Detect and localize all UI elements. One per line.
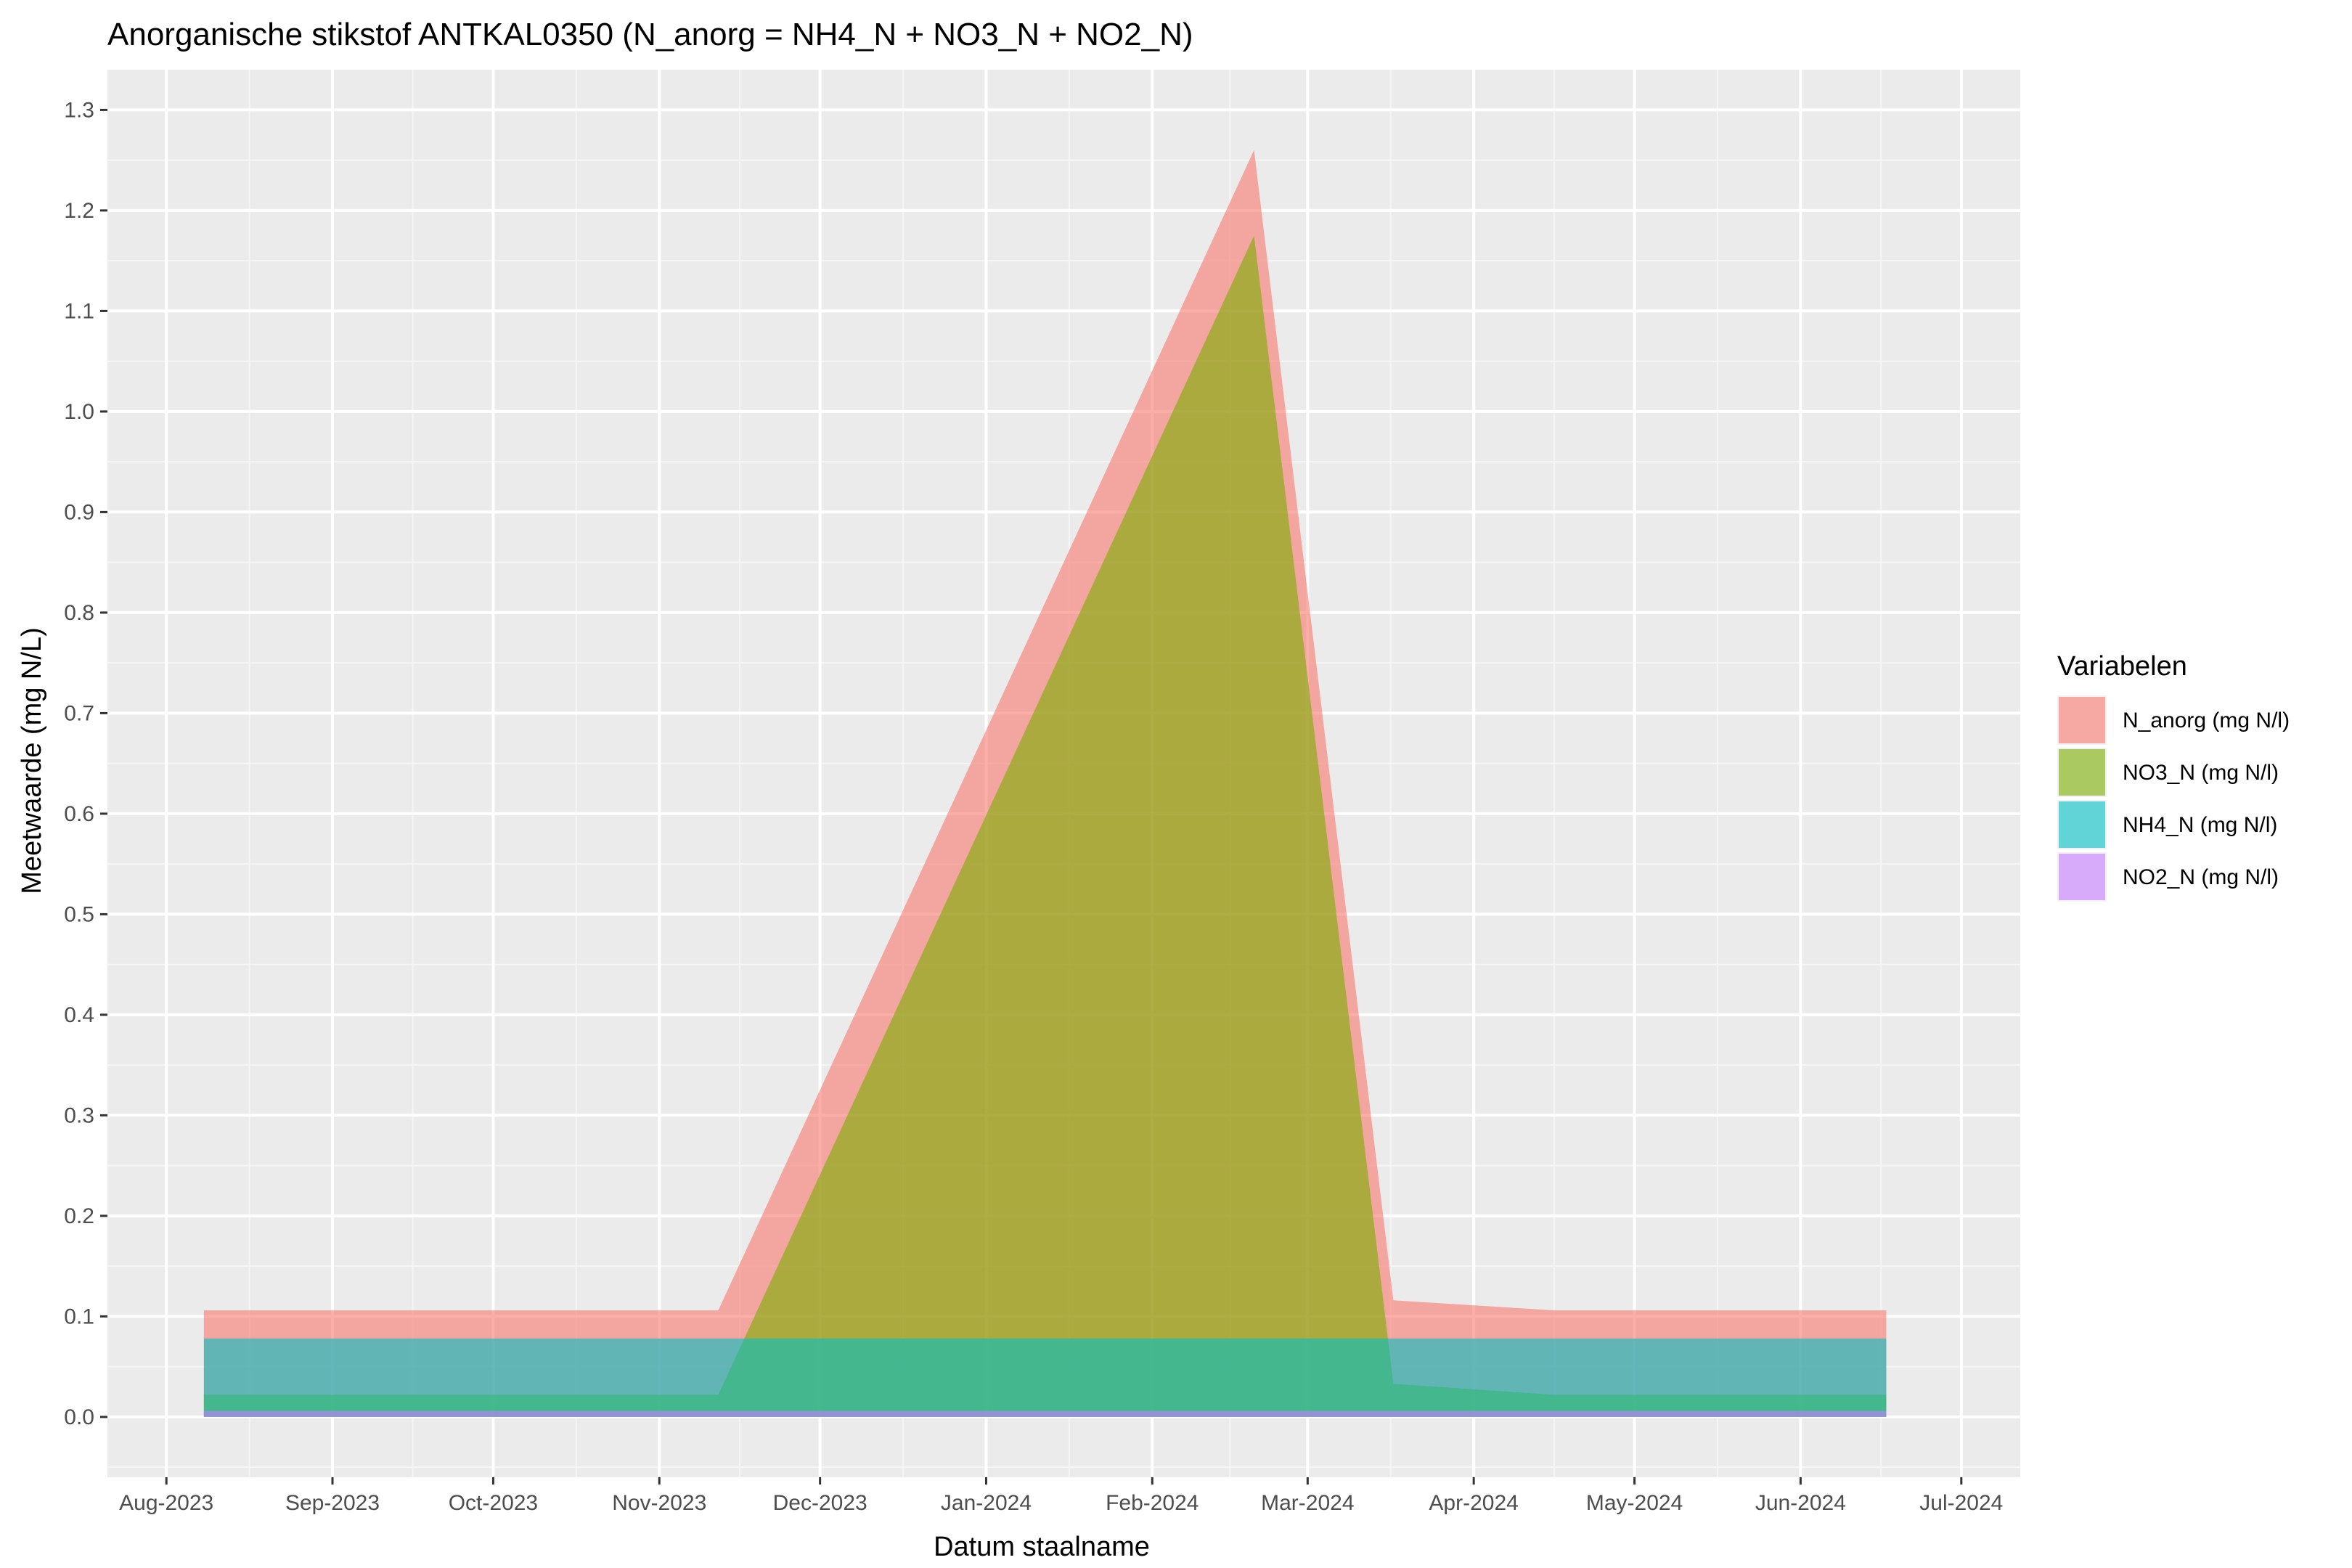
x-axis: Aug-2023 Sep-2023 Oct-2023 Nov-2023 Dec-2023… — [119, 1477, 2003, 1515]
y-tick-label: 0.7 — [64, 701, 94, 725]
legend-swatch — [2059, 854, 2105, 900]
area-no3-n — [203, 235, 1887, 1417]
x-tick-label: Jan-2024 — [941, 1491, 1032, 1515]
x-tick-label: Nov-2023 — [612, 1491, 706, 1515]
x-tick-label: Feb-2024 — [1106, 1491, 1199, 1515]
x-tick-label: Aug-2023 — [119, 1491, 213, 1515]
x-tick-label: Dec-2023 — [773, 1491, 867, 1515]
y-tick-label: 0.6 — [64, 802, 94, 826]
y-tick-label: 1.0 — [64, 400, 94, 424]
x-tick-label: Apr-2024 — [1429, 1491, 1518, 1515]
x-axis-title: Datum staalname — [934, 1532, 1150, 1562]
area-no2-n — [203, 1410, 1887, 1417]
y-tick-label: 0.1 — [64, 1304, 94, 1328]
x-tick-label: Sep-2023 — [285, 1491, 380, 1515]
y-tick-label: 1.3 — [64, 98, 94, 122]
legend-label: NO3_N (mg N/l) — [2123, 761, 2279, 785]
area-nh4-n — [203, 1338, 1887, 1417]
x-tick-label: Oct-2023 — [449, 1491, 538, 1515]
y-tick-label: 0.2 — [64, 1204, 94, 1228]
legend: Variabelen N_anorg (mg N/l) NO3_N (mg N/l… — [2057, 651, 2290, 902]
legend-title: Variabelen — [2057, 651, 2187, 682]
legend-swatch — [2059, 749, 2105, 796]
y-tick-label: 0.4 — [64, 1003, 94, 1027]
legend-items: N_anorg (mg N/l) NO3_N (mg N/l) NH4_N (mg … — [2057, 695, 2290, 902]
area-series — [203, 150, 1887, 1417]
y-tick-label: 0.0 — [64, 1405, 94, 1429]
y-tick-label: 1.1 — [64, 299, 94, 323]
y-tick-label: 1.2 — [64, 199, 94, 223]
legend-label: NH4_N (mg N/l) — [2123, 813, 2277, 837]
legend-label: N_anorg (mg N/l) — [2123, 709, 2290, 732]
chart-title: Anorganische stikstof ANTKAL0350 (N_anor… — [107, 17, 1193, 52]
y-tick-label: 0.3 — [64, 1103, 94, 1127]
y-tick-label: 0.5 — [64, 902, 94, 926]
y-tick-label: 0.9 — [64, 500, 94, 524]
x-tick-label: Mar-2024 — [1261, 1491, 1354, 1515]
legend-swatch — [2059, 801, 2105, 848]
y-tick-label: 0.8 — [64, 601, 94, 625]
x-tick-label: Jun-2024 — [1755, 1491, 1846, 1515]
legend-label: NO2_N (mg N/l) — [2123, 865, 2279, 889]
x-tick-label: Jul-2024 — [1919, 1491, 2003, 1515]
y-axis: 0.0 0.1 0.2 0.3 0.4 0.5 0.6 0.7 0.8 0.9 1.0 1.1 1.2 1… — [64, 98, 107, 1429]
legend-swatch — [2059, 697, 2105, 743]
x-tick-label: May-2024 — [1586, 1491, 1683, 1515]
y-axis-title: Meetwaarde (mg N/L) — [17, 627, 47, 894]
